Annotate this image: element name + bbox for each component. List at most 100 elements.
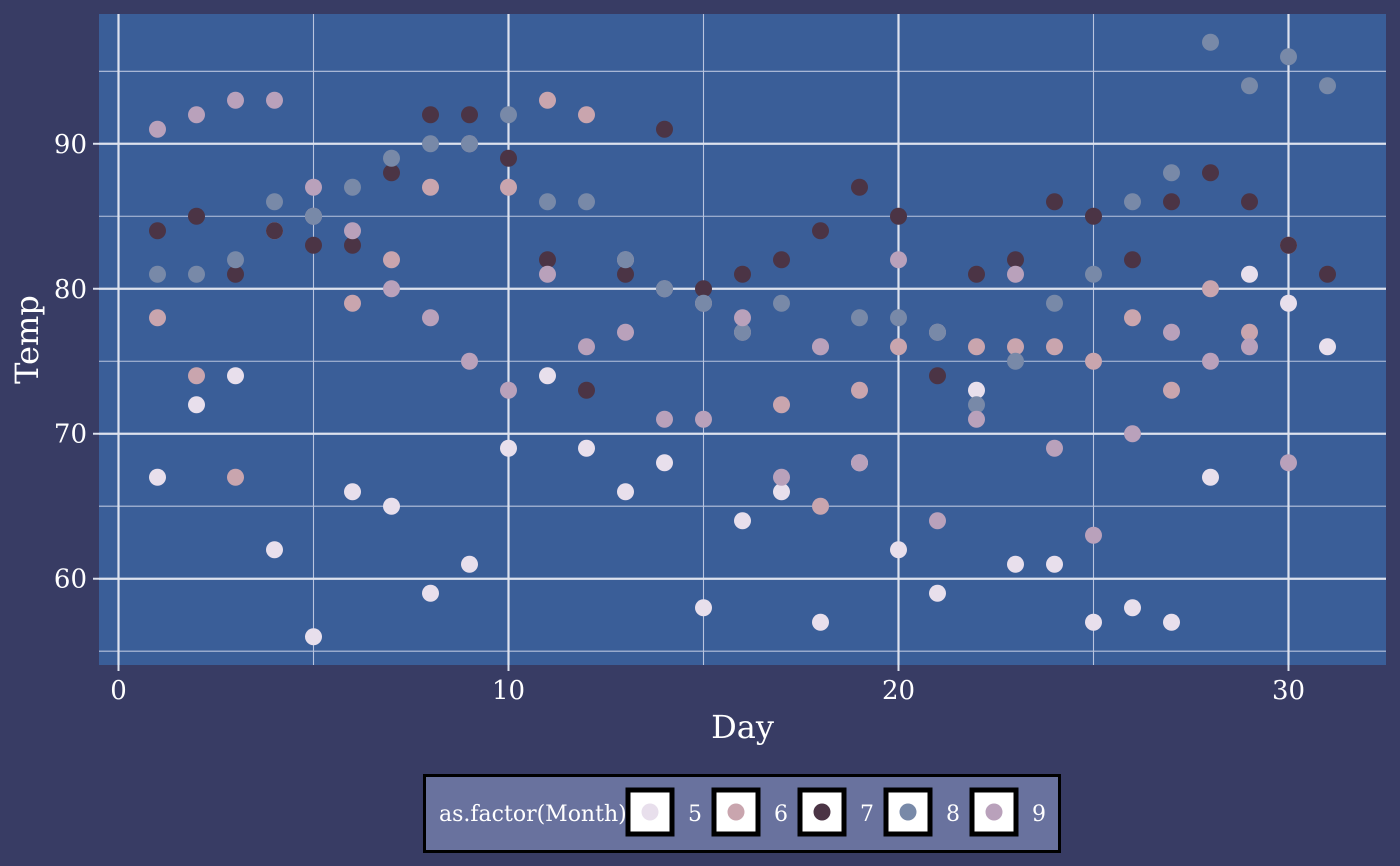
- legend-key-7: [797, 787, 847, 837]
- data-point-month-7: [188, 207, 205, 225]
- data-point-month-8: [305, 207, 322, 225]
- data-point-month-6: [890, 338, 907, 356]
- data-point-month-7: [422, 106, 439, 124]
- data-point-month-5: [188, 396, 205, 414]
- data-point-month-6: [851, 381, 868, 399]
- data-point-month-9: [851, 454, 868, 472]
- data-point-month-8: [1163, 164, 1180, 182]
- y-tick-label: 80: [54, 275, 87, 305]
- data-point-month-8: [461, 135, 478, 153]
- data-point-month-6: [1241, 323, 1258, 341]
- data-point-month-9: [227, 91, 244, 109]
- data-point-month-9: [617, 323, 634, 341]
- data-point-month-9: [305, 178, 322, 196]
- data-point-month-9: [734, 309, 751, 327]
- data-point-month-9: [266, 91, 283, 109]
- data-point-month-7: [968, 265, 985, 283]
- data-point-month-9: [1202, 352, 1219, 370]
- data-point-month-7: [695, 280, 712, 298]
- data-point-month-6: [500, 178, 517, 196]
- data-point-month-5: [968, 381, 985, 399]
- data-point-month-9: [1241, 338, 1258, 356]
- data-point-month-9: [344, 222, 361, 240]
- data-point-month-8: [344, 178, 361, 196]
- legend-keys: 5 6 7 8 9: [625, 787, 1046, 837]
- data-point-month-7: [851, 178, 868, 196]
- data-point-month-7: [1007, 251, 1024, 269]
- x-tick-label: 0: [110, 676, 127, 706]
- data-point-month-8: [617, 251, 634, 269]
- data-point-month-6: [1163, 381, 1180, 399]
- data-point-month-7: [305, 236, 322, 254]
- data-point-month-7: [656, 120, 673, 138]
- data-point-month-6: [188, 367, 205, 385]
- legend: as.factor(Month) 5 6 7 8 9: [423, 774, 1061, 853]
- data-point-month-7: [578, 381, 595, 399]
- data-point-month-6: [968, 338, 985, 356]
- data-point-month-9: [539, 265, 556, 283]
- data-point-month-5: [1046, 555, 1063, 573]
- axis-ticks: 0 10 20 30 60 70 80 90: [54, 130, 1305, 706]
- data-point-month-6: [1046, 338, 1063, 356]
- x-axis-title: Day: [711, 708, 774, 746]
- data-point-month-5: [773, 483, 790, 501]
- data-point-month-8: [1319, 77, 1336, 95]
- data-point-month-7: [734, 265, 751, 283]
- data-point-month-5: [578, 439, 595, 457]
- data-point-month-6: [1202, 280, 1219, 298]
- y-tick-label: 90: [54, 130, 87, 160]
- data-point-month-5: [266, 541, 283, 559]
- data-point-month-7: [812, 222, 829, 240]
- data-point-month-7: [266, 222, 283, 240]
- legend-title: as.factor(Month): [439, 802, 627, 827]
- data-point-month-8: [539, 193, 556, 211]
- legend-key-9: [969, 787, 1019, 837]
- data-point-month-7: [227, 265, 244, 283]
- data-point-month-9: [929, 512, 946, 530]
- data-point-month-8: [890, 309, 907, 327]
- data-point-month-9: [1163, 323, 1180, 341]
- data-point-month-5: [1124, 599, 1141, 617]
- data-point-month-5: [1085, 613, 1102, 631]
- legend-dot-8: [899, 803, 917, 821]
- data-point-month-7: [1241, 193, 1258, 211]
- data-point-month-9: [773, 468, 790, 486]
- data-point-month-9: [695, 410, 712, 428]
- legend-label-6: 6: [774, 802, 788, 827]
- legend-dot-5: [641, 803, 659, 821]
- data-point-month-9: [383, 280, 400, 298]
- y-tick-label: 60: [54, 565, 87, 595]
- data-point-month-9: [890, 251, 907, 269]
- data-point-month-5: [500, 439, 517, 457]
- data-point-month-5: [1280, 294, 1297, 312]
- data-point-month-7: [1202, 164, 1219, 182]
- data-point-month-8: [266, 193, 283, 211]
- x-tick-label: 10: [492, 676, 525, 706]
- data-point-month-9: [1085, 526, 1102, 544]
- data-point-month-6: [1085, 352, 1102, 370]
- data-point-month-7: [500, 149, 517, 167]
- legend-dot-9: [985, 803, 1003, 821]
- grid-lines: [99, 14, 1386, 665]
- data-point-month-7: [890, 207, 907, 225]
- data-point-month-7: [1280, 236, 1297, 254]
- data-point-month-9: [1007, 265, 1024, 283]
- data-point-month-8: [422, 135, 439, 153]
- y-axis-title: Temp: [8, 295, 46, 384]
- data-point-month-8: [1241, 77, 1258, 95]
- data-point-month-9: [422, 309, 439, 327]
- data-point-month-5: [1319, 338, 1336, 356]
- legend-label-5: 5: [688, 802, 702, 827]
- data-point-month-8: [773, 294, 790, 312]
- data-point-month-8: [851, 309, 868, 327]
- data-point-month-6: [539, 91, 556, 109]
- data-point-month-8: [1085, 265, 1102, 283]
- data-point-month-5: [149, 468, 166, 486]
- data-point-month-6: [227, 468, 244, 486]
- data-point-month-5: [1202, 468, 1219, 486]
- data-point-month-9: [149, 120, 166, 138]
- data-point-month-9: [812, 338, 829, 356]
- data-point-month-9: [578, 338, 595, 356]
- data-point-month-9: [461, 352, 478, 370]
